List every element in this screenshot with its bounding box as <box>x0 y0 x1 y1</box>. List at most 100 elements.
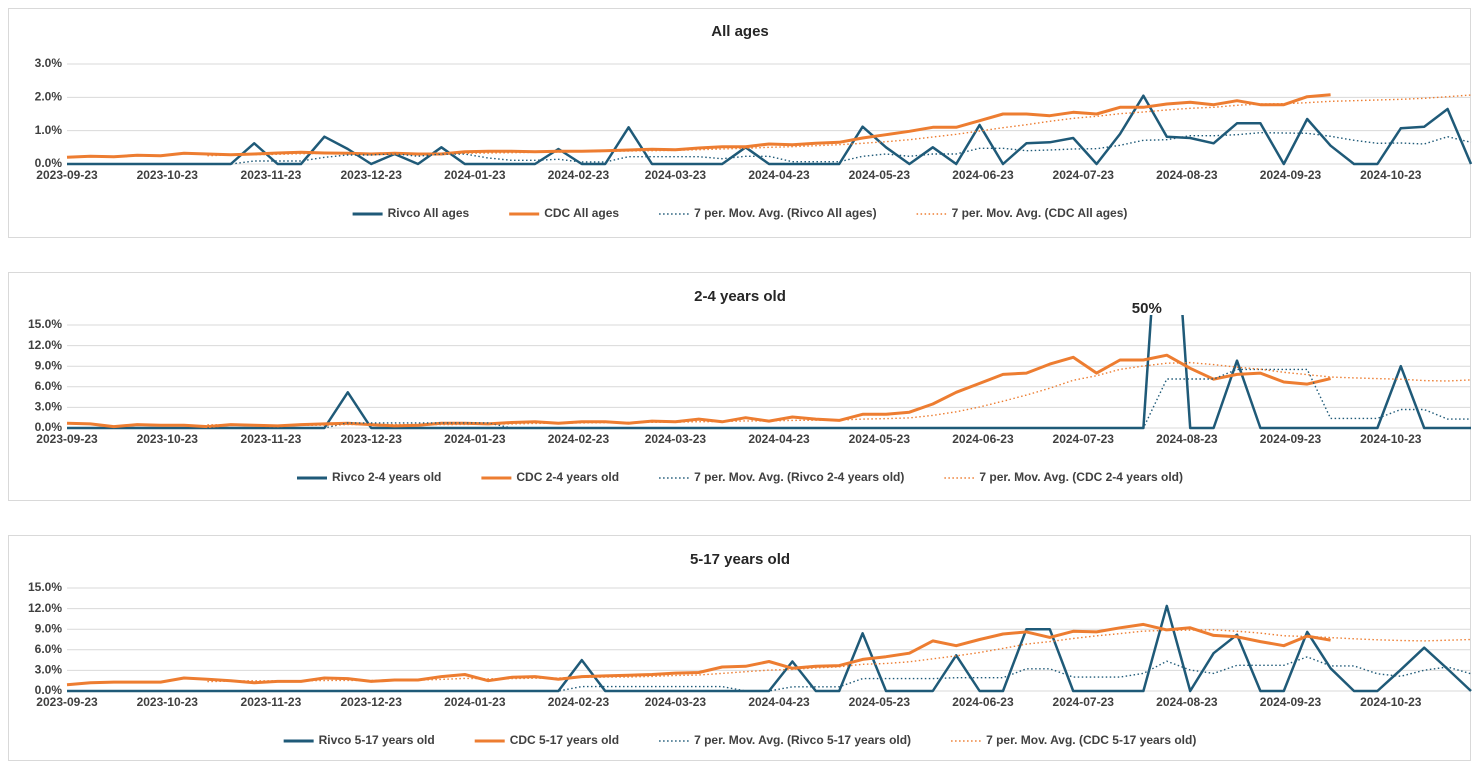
x-tick-label: 2024-07-23 <box>1053 432 1115 446</box>
y-tick-label: 3.0% <box>35 400 63 414</box>
legend-label: 7 per. Mov. Avg. (CDC 2-4 years old) <box>979 470 1183 484</box>
x-tick-label: 2024-03-23 <box>645 432 707 446</box>
x-tick-label: 2024-08-23 <box>1156 695 1218 709</box>
x-tick-label: 2024-01-23 <box>444 168 506 182</box>
x-tick-label: 2023-11-23 <box>241 168 302 182</box>
chart-title: 2-4 years old <box>694 288 786 305</box>
x-tick-label: 2024-10-23 <box>1360 432 1422 446</box>
y-tick-label: 15.0% <box>28 317 62 331</box>
moving-average-line <box>207 656 1472 692</box>
x-tick-label: 2024-08-23 <box>1156 168 1218 182</box>
series-line <box>67 604 1472 693</box>
x-tick-label: 2024-01-23 <box>444 432 506 446</box>
series-line <box>66 622 1331 687</box>
moving-average-line <box>207 629 1472 683</box>
series-line <box>67 94 1473 166</box>
legend-item: CDC All ages <box>509 206 619 220</box>
legend-item: 7 per. Mov. Avg. (CDC 2-4 years old) <box>944 470 1183 484</box>
legend-label: 7 per. Mov. Avg. (CDC 5-17 years old) <box>986 733 1196 747</box>
legend-label: Rivco 5-17 years old <box>319 733 435 747</box>
x-tick-label: 2024-07-23 <box>1053 695 1115 709</box>
x-tick-label: 2024-05-23 <box>849 168 911 182</box>
legend-item: Rivco 5-17 years old <box>283 733 435 747</box>
y-tick-label: 3.0% <box>35 56 63 70</box>
panel: 5-17 years old 0.0% 3.0% 6.0% 9.0% 12.0% 15.0… <box>8 535 1472 761</box>
y-tick-label: 2.0% <box>35 90 63 104</box>
x-tick-label: 2024-08-23 <box>1156 432 1218 446</box>
legend-label: 7 per. Mov. Avg. (Rivco All ages) <box>694 206 877 220</box>
y-tick-label: 12.0% <box>28 338 62 352</box>
legend-item: 7 per. Mov. Avg. (Rivco All ages) <box>659 206 877 220</box>
legend-label: CDC All ages <box>544 206 619 220</box>
x-tick-label: 2024-06-23 <box>952 695 1014 709</box>
x-tick-label: 2023-09-23 <box>36 432 98 446</box>
legend-label: CDC 5-17 years old <box>510 733 619 747</box>
series-line <box>66 353 1331 429</box>
y-tick-label: 0.0% <box>35 683 63 697</box>
x-tick-label: 2024-02-23 <box>548 432 610 446</box>
x-tick-label: 2024-06-23 <box>952 168 1014 182</box>
x-tick-label: 2023-10-23 <box>137 168 199 182</box>
panel: All ages 0.0% 1.0% 2.0% 3.0% 2023-09-23 2023-… <box>8 8 1473 238</box>
legend-label: 7 per. Mov. Avg. (Rivco 2-4 years old) <box>694 470 904 484</box>
data-label: 50% <box>1132 300 1162 317</box>
legend-label: CDC 2-4 years old <box>516 470 619 484</box>
legend-item: 7 per. Mov. Avg. (CDC 5-17 years old) <box>951 733 1196 747</box>
x-tick-label: 2023-09-23 <box>36 168 98 182</box>
legend-item: 7 per. Mov. Avg. (Rivco 2-4 years old) <box>659 470 904 484</box>
legend-label: Rivco 2-4 years old <box>332 470 441 484</box>
y-tick-label: 12.0% <box>28 601 62 615</box>
legend-item: CDC 2-4 years old <box>481 470 619 484</box>
x-tick-label: 2023-12-23 <box>341 695 403 709</box>
y-tick-label: 0.0% <box>35 156 63 170</box>
x-tick-label: 2024-03-23 <box>645 695 707 709</box>
y-tick-label: 3.0% <box>35 663 63 677</box>
legend-item: Rivco All ages <box>352 206 470 220</box>
legend-item: CDC 5-17 years old <box>474 733 619 747</box>
x-tick-label: 2024-07-23 <box>1053 168 1115 182</box>
x-tick-label: 2024-02-23 <box>548 168 610 182</box>
series-line <box>66 93 1331 159</box>
x-tick-label: 2024-03-23 <box>645 168 707 182</box>
y-tick-label: 9.0% <box>35 621 63 635</box>
x-tick-label: 2023-10-23 <box>137 695 199 709</box>
legend-item: 7 per. Mov. Avg. (CDC All ages) <box>916 206 1128 220</box>
x-tick-label: 2024-02-23 <box>548 695 610 709</box>
x-tick-label: 2024-10-23 <box>1360 168 1422 182</box>
legend-label: 7 per. Mov. Avg. (CDC All ages) <box>952 206 1128 220</box>
x-tick-label: 2023-11-23 <box>241 695 302 709</box>
panel: 2-4 years old 0.0% 3.0% 6.0% 9.0% 12.0% 15.0%… <box>8 272 1472 501</box>
legend-item: Rivco 2-4 years old <box>297 470 441 484</box>
x-tick-label: 2023-12-23 <box>341 168 403 182</box>
x-tick-label: 2023-11-23 <box>241 432 302 446</box>
x-tick-label: 2024-10-23 <box>1360 695 1422 709</box>
x-tick-label: 2024-04-23 <box>748 695 810 709</box>
y-tick-label: 1.0% <box>35 123 63 137</box>
x-tick-label: 2023-10-23 <box>137 432 199 446</box>
y-tick-label: 6.0% <box>35 379 63 393</box>
x-tick-label: 2023-12-23 <box>341 432 403 446</box>
y-tick-label: 15.0% <box>28 580 62 594</box>
x-tick-label: 2024-09-23 <box>1260 432 1322 446</box>
legend-label: 7 per. Mov. Avg. (Rivco 5-17 years old) <box>694 733 911 747</box>
x-tick-label: 2024-06-23 <box>952 432 1014 446</box>
chart-title: All ages <box>711 23 769 40</box>
legend-item: 7 per. Mov. Avg. (Rivco 5-17 years old) <box>659 733 911 747</box>
y-tick-label: 9.0% <box>35 358 63 372</box>
x-tick-label: 2024-04-23 <box>748 168 810 182</box>
chart-title: 5-17 years old <box>690 551 790 568</box>
x-tick-label: 2024-09-23 <box>1260 695 1322 709</box>
y-tick-label: 6.0% <box>35 642 63 656</box>
moving-average-line <box>207 368 1471 429</box>
panel-border <box>8 535 1471 761</box>
x-tick-label: 2023-09-23 <box>36 695 98 709</box>
x-tick-label: 2024-01-23 <box>444 695 506 709</box>
legend-label: Rivco All ages <box>388 206 470 220</box>
series-line <box>67 315 1471 430</box>
x-tick-label: 2024-09-23 <box>1260 168 1322 182</box>
x-tick-label: 2024-04-23 <box>748 432 810 446</box>
x-tick-label: 2024-05-23 <box>849 695 911 709</box>
panel-border <box>8 8 1471 238</box>
x-tick-label: 2024-05-23 <box>849 432 911 446</box>
